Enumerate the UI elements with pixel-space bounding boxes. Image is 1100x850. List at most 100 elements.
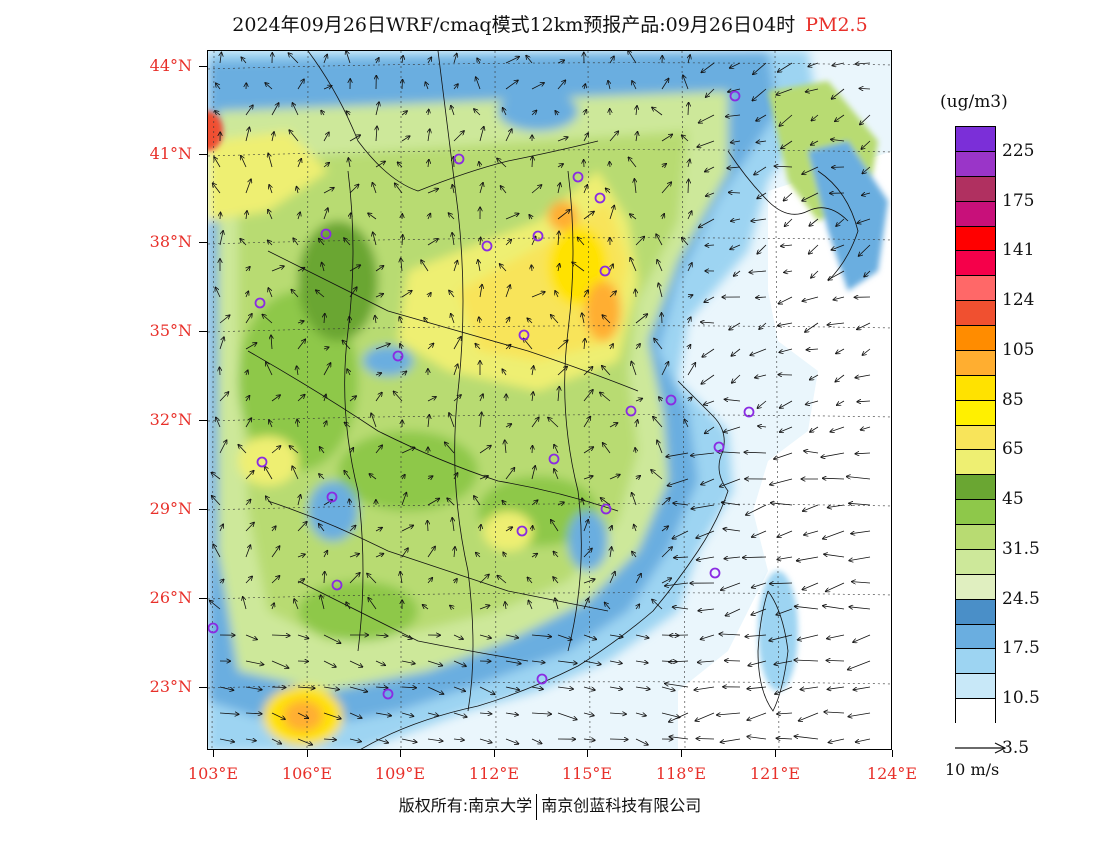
wind-arrow [527,577,533,584]
wind-arrow [851,530,871,534]
wind-arrow [771,503,793,505]
wind-arrow [831,139,845,141]
wind-arrow [245,739,256,741]
wind-arrow [687,263,692,272]
wind-arrow [805,322,819,332]
wind-arrow [246,291,248,298]
wind-arrow [657,440,663,454]
lat-tick [199,242,207,243]
wind-arrow [427,397,436,402]
wind-arrow [636,106,637,116]
wind-arrow [658,283,663,298]
wind-arrow [373,232,377,246]
wind-arrow [553,577,559,584]
wind-arrow [837,400,845,405]
wind-arrow [635,574,641,584]
wind-arrow [450,606,454,610]
wind-arrow [453,686,465,691]
wind-arrow [862,193,871,195]
map-panel[interactable] [207,50,892,750]
wind-arrow [635,738,648,745]
city-marker [254,297,266,309]
wind-arrow [500,264,507,272]
wind-arrow [220,53,221,64]
wind-arrow [220,579,224,583]
city-marker [713,441,725,453]
wind-arrow [505,713,518,715]
wind-arrow [505,57,519,64]
wind-arrow [531,738,542,744]
wind-arrow [861,140,871,149]
wind-arrow [402,80,403,90]
wind-arrow [659,397,662,401]
wind-arrow [861,427,871,430]
wind-arrow [271,103,279,116]
wind-arrow [219,686,234,690]
wind-arrow [503,552,506,558]
wind-arrow [635,713,646,716]
wind-arrow [558,264,560,272]
wind-arrow [479,738,492,743]
wind-arrow [219,713,239,714]
wind-arrow [862,348,871,355]
wind-arrow [368,213,377,220]
wind-arrow [694,686,715,690]
wind-arrow [505,686,519,690]
wind-arrow [245,576,252,584]
wind-arrow [245,545,250,558]
wind-arrow [555,111,558,115]
wind-arrow [342,341,351,350]
wind-arrow [297,366,298,376]
wind-arrow [246,370,248,376]
wind-arrow [346,51,351,64]
wind-arrow [682,135,689,142]
wind-arrow [632,493,637,506]
wind-arrow [324,551,327,558]
wind-arrow [398,162,403,168]
lat-label: 23°N [149,677,192,696]
wind-arrow [402,235,403,246]
wind-arrow [425,82,428,90]
wind-arrow [729,322,741,330]
wind-arrow [609,687,622,689]
wind-arrow [323,132,329,142]
wind-arrow [661,547,672,558]
wind-arrow [367,574,377,584]
colorbar-segment [956,400,995,426]
wind-arrow [806,88,819,92]
wind-arrow [395,183,403,194]
wind-arrow [502,501,506,505]
wind-arrow [635,399,642,402]
wind-arrow [661,134,672,142]
wind-arrow [666,452,689,457]
wind-arrow [346,602,351,610]
wind-arrow [453,157,454,168]
wind-arrow [687,363,695,376]
wind-arrow [661,578,671,584]
lat-tick [199,331,207,332]
lon-label: 124°E [866,764,918,783]
wind-arrow [349,185,359,194]
pollutant-label: PM2.5 [805,14,868,36]
wind-arrow [832,63,845,66]
wind-arrow [453,739,464,740]
wind-arrow [401,136,410,142]
wind-arrow [719,634,741,635]
wind-arrow [701,478,715,485]
wind-arrow [821,452,845,457]
wind-arrow [297,634,309,638]
wind-arrow [319,239,325,246]
wind-arrow [697,140,715,147]
lat-tick [199,154,207,155]
wind-arrow [636,604,639,610]
wind-arrow [246,267,250,271]
wind-arrow [319,474,325,480]
wind-arrow [662,214,664,220]
wind-arrow [632,552,637,558]
wind-arrow [610,547,612,558]
wind-arrow [216,83,221,90]
wind-arrow [297,321,304,323]
lon-label: 103°E [187,764,239,783]
wind-arrow [609,206,614,220]
city-marker [453,153,465,165]
